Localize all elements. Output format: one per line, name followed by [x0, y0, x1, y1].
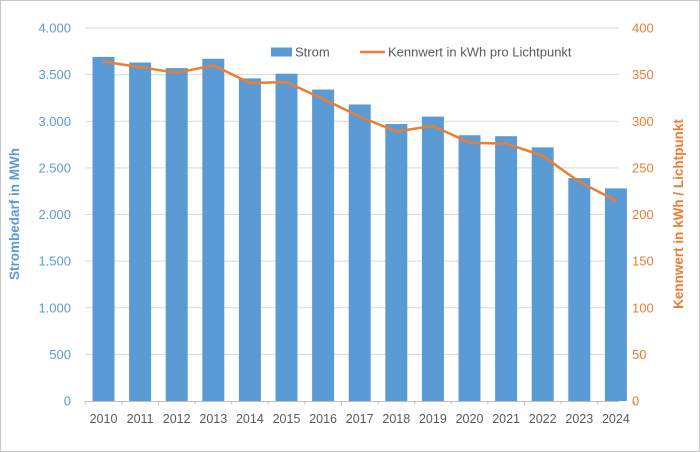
x-label-2012: 2012	[163, 412, 191, 426]
bar-2010	[92, 56, 115, 401]
bar-2019	[421, 116, 444, 402]
legend-bar-label: Strom	[295, 45, 330, 60]
bar-2013	[202, 58, 225, 402]
bar-2017	[348, 104, 371, 401]
right-tick-label: 200	[632, 207, 654, 222]
bar-2015	[275, 73, 298, 401]
left-axis-title: Strombedarf in MWh	[7, 148, 22, 280]
right-tick-label: 300	[632, 114, 654, 129]
bar-2020	[458, 135, 481, 402]
bar-2021	[495, 136, 518, 402]
x-label-2011: 2011	[127, 412, 154, 426]
x-label-2016: 2016	[309, 412, 337, 426]
right-tick-label: 0	[632, 394, 639, 409]
x-axis-labels: 2010 2011 2012 2013 2014 2015 2016 2017 2018 2019…	[90, 412, 630, 426]
right-axis-tick-labels: 0 50 100 150 200 250 300 350 400	[632, 21, 654, 409]
left-tick-label: 3.500	[38, 67, 71, 82]
bar-2014	[238, 78, 261, 401]
right-tick-label: 400	[632, 21, 654, 36]
left-tick-label: 2.000	[38, 207, 71, 222]
x-label-2013: 2013	[199, 412, 227, 426]
x-label-2021: 2021	[492, 412, 520, 426]
right-tick-label: 250	[632, 160, 654, 175]
x-label-2022: 2022	[529, 412, 557, 426]
right-tick-label: 100	[632, 300, 654, 315]
legend-line-label: Kennwert in kWh pro Lichtpunkt	[388, 45, 572, 60]
bar-2012	[165, 68, 188, 401]
x-label-2020: 2020	[456, 412, 484, 426]
bar-2018	[385, 124, 408, 402]
x-label-2017: 2017	[346, 412, 374, 426]
left-tick-label: 500	[49, 347, 71, 362]
legend-bar-swatch-icon	[271, 47, 292, 57]
left-tick-label: 3.000	[38, 114, 71, 129]
line-series	[102, 60, 618, 202]
x-label-2023: 2023	[565, 412, 593, 426]
x-label-2019: 2019	[419, 412, 447, 426]
x-label-2010: 2010	[90, 412, 118, 426]
x-label-2014: 2014	[236, 412, 264, 426]
x-axis-line	[84, 401, 635, 405]
left-tick-label: 2.500	[38, 160, 71, 175]
bar-series	[92, 56, 627, 402]
right-axis-title: Kennwert in kWh / Lichtpunkt	[671, 119, 686, 309]
left-axis-tick-labels: 0 500 1.000 1.500 2.000 2.500 3.000 3.500 4.000	[38, 21, 71, 409]
x-label-2018: 2018	[382, 412, 410, 426]
right-tick-label: 150	[632, 254, 654, 269]
legend: Strom Kennwert in kWh pro Lichtpunkt	[271, 45, 572, 60]
bar-2024	[604, 188, 627, 401]
bar-2022	[531, 147, 554, 401]
bar-2011	[129, 62, 152, 401]
left-tick-label: 0	[64, 394, 71, 409]
x-label-2015: 2015	[273, 412, 301, 426]
left-tick-label: 1.500	[38, 254, 71, 269]
left-tick-label: 4.000	[38, 21, 71, 36]
kennwert-line	[102, 60, 618, 202]
bar-2016	[312, 89, 335, 402]
bar-2023	[568, 178, 591, 401]
right-tick-label: 50	[632, 347, 646, 362]
right-tick-label: 350	[632, 67, 654, 82]
left-tick-label: 1.000	[38, 300, 71, 315]
x-label-2024: 2024	[602, 412, 630, 426]
